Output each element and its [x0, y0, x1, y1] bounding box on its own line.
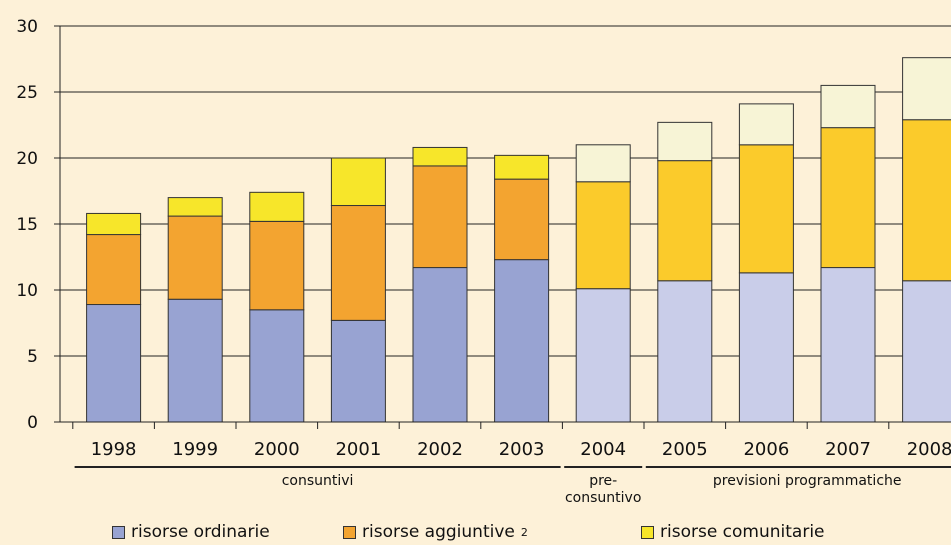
group-label-line2: consuntivo	[565, 490, 641, 506]
bar-2007-series-2	[820, 84, 876, 129]
bar-2007-series-0	[820, 267, 876, 423]
bar-2006-series-1	[738, 144, 794, 274]
bar-2001-series-2	[330, 157, 386, 207]
legend-swatch-comunitarie	[641, 525, 654, 539]
bar-2006-series-0	[738, 272, 794, 423]
bar-1998-series-0	[86, 304, 142, 423]
x-tick-label: 2005	[662, 439, 708, 460]
bar-2000-series-2	[249, 191, 305, 222]
bar-1999-series-0	[167, 298, 223, 423]
group-label: consuntivi	[282, 473, 354, 489]
x-tick-label: 1998	[91, 439, 137, 460]
x-tick-label: 2004	[580, 439, 626, 460]
bar-2000-series-1	[249, 220, 305, 311]
x-tick-label: 2007	[825, 439, 871, 460]
bar-2006-series-2	[738, 103, 794, 146]
x-tick-label: 1999	[172, 439, 218, 460]
y-tick-label: 15	[16, 215, 38, 235]
bar-2000-series-0	[249, 309, 305, 423]
y-tick-label: 25	[16, 83, 38, 103]
bar-series	[86, 57, 951, 423]
axis-labels: 0 5 10 15 20 25 30 1998 1999 2000 2001 2002 2003 2004…	[16, 17, 951, 506]
group-label-line1: pre-	[589, 473, 617, 489]
y-tick-label: 10	[16, 281, 38, 301]
y-tick-label: 30	[16, 17, 38, 37]
bar-1998-series-1	[86, 234, 142, 306]
bar-1999-series-1	[167, 215, 223, 300]
bar-2003-series-2	[494, 154, 550, 180]
x-tick-label: 2006	[743, 439, 789, 460]
bar-2002-series-0	[412, 267, 468, 423]
legend-label-comunitarie: risorse comunitarie	[660, 522, 825, 542]
bar-2002-series-1	[412, 165, 468, 269]
legend-footnote-marker: 2	[520, 525, 528, 539]
legend-item-comunitarie: risorse comunitarie	[641, 522, 825, 542]
bar-2007-series-1	[820, 127, 876, 269]
y-tick-label: 0	[27, 413, 38, 433]
axes	[54, 25, 951, 468]
bar-2005-series-1	[657, 160, 713, 282]
bar-1998-series-2	[86, 212, 142, 236]
y-tick-label: 5	[27, 347, 38, 367]
bar-2003-series-0	[494, 259, 550, 423]
stacked-bar-chart: 0 5 10 15 20 25 30 1998 1999 2000 2001 2002 2003 2004…	[16, 17, 951, 506]
bar-2004-series-2	[575, 144, 631, 183]
x-tick-label: 2002	[417, 439, 463, 460]
x-tick-label: 2000	[254, 439, 300, 460]
legend-swatch-aggiuntive	[343, 525, 356, 539]
bar-2008-series-2	[902, 57, 951, 121]
x-tick-label: 2003	[499, 439, 545, 460]
legend: risorse ordinarie risorse aggiuntive 2 r…	[0, 516, 951, 544]
bar-2004-series-0	[575, 288, 631, 423]
y-tick-label: 20	[16, 149, 38, 169]
legend-swatch-ordinarie	[112, 525, 125, 539]
legend-label-ordinarie: risorse ordinarie	[131, 522, 270, 542]
bar-2008-series-1	[902, 119, 951, 282]
legend-item-aggiuntive: risorse aggiuntive 2	[343, 522, 528, 542]
x-tick-label: 2001	[335, 439, 381, 460]
group-label: previsioni programmatiche	[713, 473, 902, 489]
x-tick-label: 2008	[907, 439, 951, 460]
bar-2005-series-2	[657, 121, 713, 162]
bar-2004-series-1	[575, 181, 631, 290]
bar-2003-series-1	[494, 178, 550, 261]
bar-2005-series-0	[657, 280, 713, 423]
bar-2001-series-1	[330, 205, 386, 321]
bar-2002-series-2	[412, 146, 468, 167]
bar-2008-series-0	[902, 280, 951, 423]
legend-item-ordinarie: risorse ordinarie	[112, 522, 270, 542]
bar-2001-series-0	[330, 319, 386, 423]
bar-1999-series-2	[167, 197, 223, 217]
legend-label-aggiuntive: risorse aggiuntive	[362, 522, 515, 542]
